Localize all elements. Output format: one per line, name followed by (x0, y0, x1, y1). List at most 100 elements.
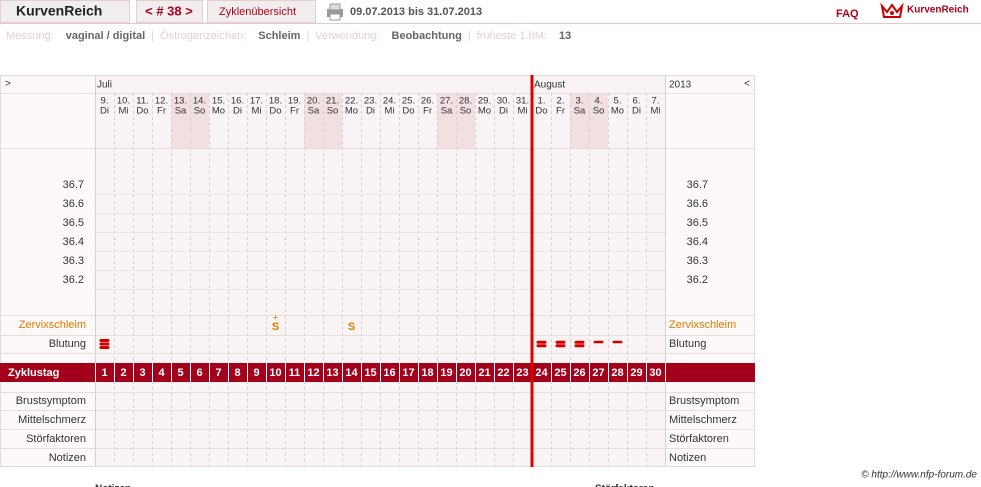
bleeding-stroke (536, 340, 547, 344)
nav-box[interactable] (136, 0, 203, 23)
weekend-shade (589, 93, 608, 148)
day-date: 29. (478, 96, 491, 107)
day-date: 4. (595, 96, 603, 107)
printer-icon[interactable] (327, 3, 343, 21)
day-weekday: Di (499, 106, 508, 117)
day-date: 12. (155, 96, 168, 107)
day-date: 2. (557, 96, 565, 107)
day-weekday: So (460, 106, 472, 117)
temperature-label: 36.7 (687, 179, 708, 191)
month-boundary-line (530, 75, 534, 467)
nav-arrow-left[interactable]: > (5, 79, 11, 90)
day-weekday: Mo (345, 106, 358, 117)
tab-box[interactable] (207, 0, 316, 23)
cycle-day: 2 (120, 367, 126, 379)
cycle-day: 11 (289, 367, 301, 379)
tab-link[interactable]: Zyklenübersicht (219, 6, 296, 18)
bleeding-stroke (536, 344, 547, 348)
cycle-day: 27 (592, 367, 604, 379)
day-weekday: Mi (517, 106, 527, 117)
temperature-label: 36.5 (63, 217, 84, 229)
day-weekday: Mi (384, 106, 394, 117)
day-date: 27. (440, 96, 453, 107)
day-date: 28. (459, 96, 472, 107)
cycle-day: 15 (364, 367, 376, 379)
info-label: Messung: (6, 30, 54, 42)
cycle-day: 16 (383, 367, 395, 379)
cycle-day: 29 (630, 367, 642, 379)
cycle-day: 6 (196, 367, 202, 379)
day-date: 5. (614, 96, 622, 107)
cycle-day: 19 (440, 367, 452, 379)
section-heading: Störfaktoren (595, 484, 654, 487)
temperature-label: 36.6 (687, 198, 708, 210)
section-heading: Notizen (95, 484, 131, 487)
right-column (665, 76, 754, 466)
row-label: Zervixschleim (669, 319, 736, 331)
day-date: 24. (383, 96, 396, 107)
day-date: 15. (212, 96, 225, 107)
zervix-symbol: S (348, 321, 355, 333)
temperature-label: 36.5 (687, 217, 708, 229)
day-weekday: So (593, 106, 605, 117)
day-weekday: Mi (251, 106, 261, 117)
row-label: Brustsymptom (16, 395, 86, 407)
info-separator: | (151, 30, 154, 42)
day-date: 9. (101, 96, 109, 107)
cycle-day: 9 (253, 367, 259, 379)
info-value: vaginal / digital (66, 30, 145, 42)
weekend-shade (437, 93, 456, 148)
day-date: 7. (652, 96, 660, 107)
temperature-label: 36.3 (63, 255, 84, 267)
row-label: Blutung (49, 338, 86, 350)
bleeding-stroke (555, 340, 566, 344)
row-label: Mittelschmerz (18, 414, 86, 426)
row-label: Notizen (669, 452, 706, 464)
weekend-shade (323, 93, 342, 148)
date-range: 09.07.2013 bis 31.07.2013 (350, 6, 482, 18)
info-label: Verwendung: (315, 30, 379, 42)
day-date: 10. (117, 96, 130, 107)
cycle-day: 26 (573, 367, 585, 379)
cycle-day: 24 (535, 367, 548, 379)
day-weekday: Mo (611, 106, 624, 117)
day-weekday: Sa (175, 106, 187, 117)
zervix-symbol: S (272, 321, 279, 333)
day-weekday: Mi (118, 106, 128, 117)
day-date: 18. (269, 96, 282, 107)
day-date: 31. (516, 96, 529, 107)
cycle-day: 20 (459, 367, 471, 379)
day-date: 30. (497, 96, 510, 107)
app-box (0, 0, 130, 23)
day-weekday: Sa (308, 106, 320, 117)
cycle-day-band (0, 363, 755, 382)
day-weekday: Fr (157, 106, 166, 117)
day-weekday: Fr (556, 106, 565, 117)
row-label: Zyklustag (8, 367, 59, 379)
month-label: August (534, 80, 565, 91)
faq-link[interactable]: FAQ (836, 8, 859, 20)
weekend-shade (304, 93, 323, 148)
cycle-day: 12 (307, 367, 319, 379)
day-date: 20. (307, 96, 320, 107)
day-weekday: Fr (290, 106, 299, 117)
row-label: Brustsymptom (669, 395, 739, 407)
day-date: 23. (364, 96, 377, 107)
day-weekday: Do (402, 106, 414, 117)
nav-arrow-right[interactable]: < (744, 79, 750, 90)
day-weekday: Sa (441, 106, 453, 117)
logo-text: KurvenReich (907, 5, 969, 16)
temperature-label: 36.4 (63, 236, 84, 248)
day-date: 6. (633, 96, 641, 107)
weekend-shade (190, 93, 209, 148)
row-label: Mittelschmerz (669, 414, 737, 426)
cycle-nav[interactable]: < # 38 > (145, 3, 193, 18)
temperature-label: 36.6 (63, 198, 84, 210)
day-date: 3. (576, 96, 584, 107)
day-date: 1. (538, 96, 546, 107)
cycle-day: 17 (402, 367, 414, 379)
day-date: 16. (231, 96, 244, 107)
temperature-label: 36.4 (687, 236, 708, 248)
bleeding-stroke (99, 339, 110, 342)
